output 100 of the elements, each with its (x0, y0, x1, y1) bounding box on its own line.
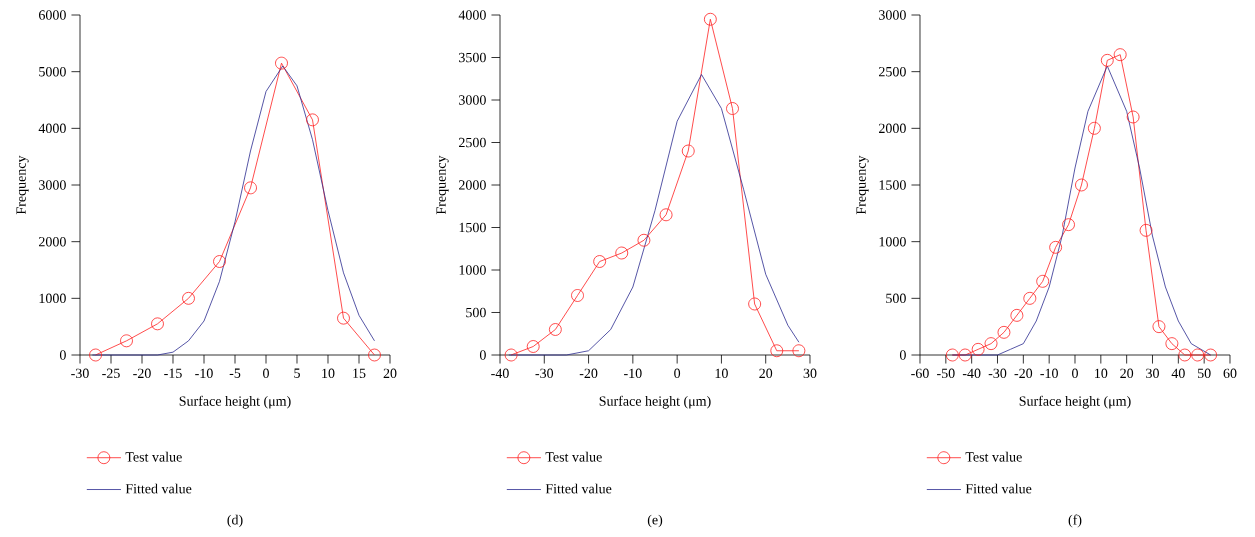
y-tick-label: 1000 (39, 293, 66, 304)
point (1049, 240, 1063, 254)
point (306, 113, 319, 127)
x-tick-label: -40 (491, 368, 509, 379)
x-tick-label: -20 (1014, 368, 1033, 379)
point (593, 255, 607, 268)
y-tick-label: 0 (59, 350, 66, 360)
point (748, 297, 762, 311)
x-tick-label: 0 (1072, 368, 1078, 379)
x-axis-title: Surface height (μm) (179, 395, 291, 409)
point (792, 344, 806, 358)
point (504, 348, 518, 362)
x-tick-label: 5 (294, 368, 300, 378)
x-tick-label: 0 (263, 368, 269, 379)
y-tick-label: 2500 (879, 66, 906, 77)
legend-label: Test value (965, 451, 1022, 462)
y-tick-label: 5000 (39, 66, 66, 77)
point (1152, 320, 1166, 334)
x-tick-label: 60 (1223, 368, 1237, 379)
text: (d) (227, 514, 243, 528)
x-tick-label: -30 (988, 368, 1007, 379)
x-tick-label: -60 (911, 368, 929, 379)
point (1100, 53, 1114, 67)
point (1023, 291, 1037, 305)
y-tick-label: 4000 (458, 10, 486, 20)
x-tick-label: -50 (937, 368, 955, 379)
x-tick-label: -15 (164, 368, 182, 378)
x-tick-label: -10 (624, 368, 642, 379)
x-tick-label: -20 (579, 368, 598, 379)
point (1165, 337, 1179, 351)
y-tick-label: 1000 (879, 236, 906, 247)
x-tick-label: -10 (1040, 368, 1058, 379)
y-tick-label: 3000 (459, 95, 486, 105)
point (1113, 48, 1127, 62)
x-tick-label: 10 (322, 368, 335, 379)
y-tick-label: 1500 (879, 180, 906, 190)
text: (f) (1068, 514, 1082, 528)
x-axis-title: Surface height (μm) (1019, 395, 1131, 409)
point (1075, 178, 1088, 192)
point (984, 337, 998, 351)
x-tick-label: 15 (353, 368, 366, 378)
y-tick-label: 6000 (39, 10, 66, 20)
x-tick-label: -10 (195, 368, 213, 379)
x-axis-title: Surface height (μm) (599, 395, 711, 409)
y-tick-label: 3500 (459, 52, 486, 63)
text: (e) (647, 514, 663, 528)
point (571, 289, 584, 302)
point (770, 344, 784, 358)
y-tick-label: 0 (479, 350, 486, 360)
x-tick-label: 50 (1197, 368, 1211, 379)
point (1010, 308, 1024, 322)
y-axis-title: Frequency (856, 155, 869, 215)
y-tick-label: 1500 (459, 222, 486, 233)
point (182, 291, 195, 305)
point (120, 334, 133, 348)
line-series (508, 74, 800, 356)
x-tick-label: 20 (383, 368, 397, 379)
y-tick-label: 2000 (39, 236, 66, 247)
point (726, 102, 739, 115)
x-tick-label: -40 (962, 368, 981, 379)
point (971, 342, 985, 356)
x-tick-label: -5 (229, 368, 241, 378)
point (1139, 223, 1153, 237)
x-tick-label: 30 (1146, 368, 1159, 379)
point (1062, 218, 1075, 232)
y-tick-label: 3000 (879, 10, 906, 20)
point (548, 323, 562, 336)
point (1036, 274, 1050, 288)
x-tick-label: -25 (102, 368, 120, 378)
x-tick-label: 10 (1095, 368, 1108, 379)
x-tick-label: 30 (803, 368, 817, 379)
x-tick-label: 40 (1171, 368, 1185, 379)
point (526, 340, 540, 353)
point (244, 181, 257, 195)
point (945, 348, 959, 362)
y-tick-label: 500 (466, 307, 486, 318)
point (703, 12, 717, 26)
x-tick-label: -20 (133, 368, 151, 379)
y-axis-title: Frequency (436, 155, 449, 215)
point (659, 208, 673, 222)
y-tick-label: 0 (899, 350, 906, 360)
point (151, 317, 164, 331)
point (213, 255, 226, 268)
y-tick-label: 2000 (459, 180, 486, 190)
point (1178, 348, 1192, 362)
legend-label: Test value (125, 451, 182, 462)
y-tick-label: 2500 (459, 137, 486, 148)
legend-label: Fitted value (545, 483, 612, 494)
legend-label: Fitted value (965, 483, 1032, 494)
x-tick-label: 10 (715, 368, 728, 379)
y-tick-label: 4000 (38, 123, 66, 134)
point (1087, 121, 1101, 135)
y-tick-label: 2000 (879, 123, 906, 134)
x-tick-label: -30 (535, 368, 554, 379)
point (637, 233, 651, 247)
point (337, 311, 350, 325)
point (1191, 348, 1205, 362)
x-tick-label: 20 (1120, 368, 1134, 379)
y-tick-label: 3000 (39, 180, 66, 190)
y-tick-label: 1000 (459, 265, 486, 275)
